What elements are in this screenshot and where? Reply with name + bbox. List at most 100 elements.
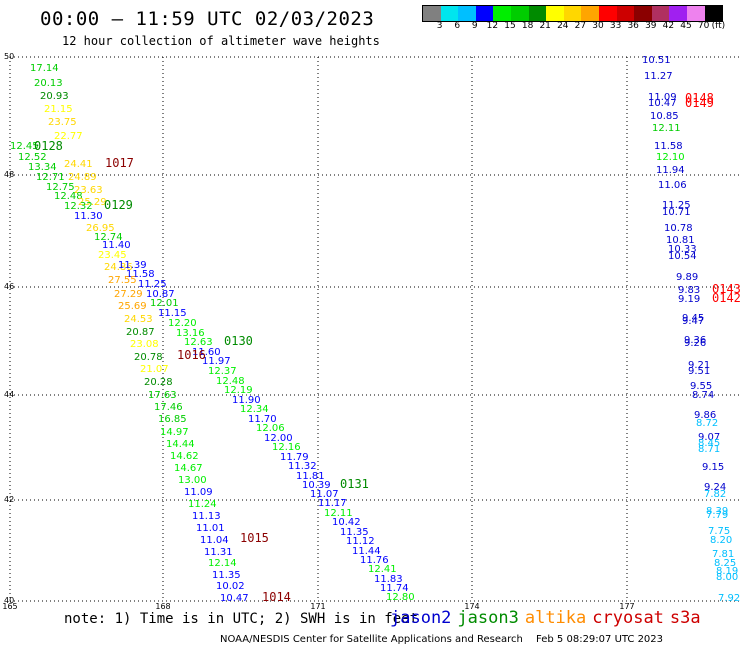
chart-title: 00:00 — 11:59 UTC 02/03/2023 <box>40 8 375 30</box>
wave-height-label: 11.07 <box>310 489 339 500</box>
legend-swatch <box>563 6 582 21</box>
wave-height-label: 10.54 <box>668 251 697 262</box>
longitude-tick-label: 165 <box>2 602 18 611</box>
wave-height-label: 23.08 <box>130 339 159 350</box>
wave-height-label: 11.35 <box>340 527 369 538</box>
legend-label: 12 <box>486 21 499 31</box>
satellite-name-altika: altika <box>524 608 587 628</box>
wave-height-label: 20.28 <box>144 377 173 388</box>
satellite-legend: jason2 jason3 altika cryosat s3a <box>390 608 707 628</box>
wave-height-label: 11.81 <box>296 471 325 482</box>
legend-swatch <box>686 6 705 21</box>
wave-height-label: 10.81 <box>666 235 695 246</box>
legend-label: 24 <box>557 21 569 31</box>
pass-time-label: 0129 <box>104 198 133 212</box>
latitude-tick-label: 44 <box>4 390 15 399</box>
pass-time-label: 0128 <box>34 139 63 153</box>
latitude-tick-label: 42 <box>4 495 15 504</box>
legend-label: 45 <box>680 21 692 31</box>
wave-height-label: 11.83 <box>374 574 403 585</box>
legend-swatch <box>475 6 494 21</box>
pass-time-label: 1015 <box>240 531 269 545</box>
wave-height-label: 24.41 <box>64 159 93 170</box>
wave-height-label: 23.45 <box>98 250 127 261</box>
legend-label: (ft) <box>711 21 726 31</box>
legend-label: 18 <box>521 21 534 31</box>
wave-height-label: 12.63 <box>184 337 213 348</box>
legend-label: 27 <box>574 21 587 31</box>
longitude-tick-label: 171 <box>310 602 326 611</box>
wave-height-label: 8.74 <box>692 390 714 401</box>
legend-swatch <box>440 6 459 21</box>
wave-height-label: 17.63 <box>148 390 177 401</box>
wave-height-label: 11.17 <box>318 498 347 509</box>
wave-height-label: 11.04 <box>200 535 229 546</box>
wave-height-label: 12.71 <box>36 172 65 183</box>
wave-height-label: 12.52 <box>18 152 47 163</box>
legend-label: 36 <box>627 21 639 31</box>
wave-height-label: 11.25 <box>138 279 167 290</box>
wave-height-label: 16.85 <box>158 414 187 425</box>
wave-height-label: 13.00 <box>178 475 207 486</box>
wave-height-label: 22.77 <box>54 131 83 142</box>
wave-height-label: 11.24 <box>188 499 217 510</box>
wave-height-label: 12.45 <box>10 141 39 152</box>
longitude-tick-label: 177 <box>619 602 635 611</box>
wave-height-label: 11.60 <box>192 347 221 358</box>
pass-time-label: 0130 <box>224 334 253 348</box>
wave-height-label: 9.47 <box>682 316 704 327</box>
legend-swatch <box>458 6 476 21</box>
wave-height-label: 11.31 <box>204 547 233 558</box>
wave-height-label: 9.15 <box>702 462 724 473</box>
pass-time-label: 0149 <box>685 96 714 110</box>
wave-height-label: 12.32 <box>64 201 93 212</box>
wave-height-label: 10.71 <box>662 207 691 218</box>
color-scale-labels: 3 6 9 12 15 18 21 24 27 30 33 36 39 42 45 70 (ft) <box>422 21 730 33</box>
wave-height-label: 20.93 <box>40 91 69 102</box>
wave-height-label: 7.75 <box>708 526 730 537</box>
pass-time-label: 0143 <box>712 282 740 296</box>
wave-height-label: 11.12 <box>346 536 375 547</box>
legend-label: 6 <box>454 21 461 31</box>
wave-height-label: 11.06 <box>658 180 687 191</box>
latitude-tick-label: 48 <box>4 170 15 179</box>
wave-height-label: 11.70 <box>248 414 277 425</box>
wave-height-label: 13.16 <box>176 328 205 339</box>
legend-swatch <box>510 6 529 21</box>
wave-height-label: 10.47 <box>220 593 249 604</box>
legend-swatch <box>616 6 635 21</box>
legend-swatch <box>704 6 723 21</box>
wave-height-label: 11.32 <box>288 461 317 472</box>
wave-height-label: 12.74 <box>94 232 123 243</box>
wave-height-label: 11.97 <box>202 356 231 367</box>
legend-swatch <box>634 6 652 21</box>
wave-height-label: 12.34 <box>240 404 269 415</box>
legend-swatch <box>423 6 441 21</box>
legend-swatch <box>598 6 617 21</box>
wave-height-label: 9.24 <box>704 482 726 493</box>
legend-swatch <box>493 6 511 21</box>
wave-height-label: 8.72 <box>696 418 718 429</box>
legend-label: 9 <box>471 21 478 31</box>
wave-height-label: 10.78 <box>664 223 693 234</box>
wave-height-label: 9.21 <box>688 360 710 371</box>
legend-label: 30 <box>592 21 604 31</box>
wave-height-label: 10.02 <box>216 581 245 592</box>
wave-height-label: 17.14 <box>30 63 59 74</box>
legend-swatch <box>581 6 599 21</box>
wave-height-label: 11.09 <box>648 92 677 103</box>
color-scale-legend <box>422 5 724 22</box>
wave-height-label: 9.07 <box>698 432 720 443</box>
wave-height-label: 17.46 <box>154 402 183 413</box>
wave-height-label: 7.81 <box>712 549 734 560</box>
legend-swatch <box>651 6 670 21</box>
wave-height-label: 20.87 <box>126 327 155 338</box>
wave-height-label: 10.42 <box>332 517 361 528</box>
wave-height-label: 11.58 <box>126 269 155 280</box>
wave-height-label: 8.71 <box>698 444 720 455</box>
wave-height-label: 24.53 <box>124 314 153 325</box>
wave-height-label: 23.75 <box>48 117 77 128</box>
wave-height-label: 9.55 <box>690 381 712 392</box>
wave-height-label: 11.90 <box>232 395 261 406</box>
